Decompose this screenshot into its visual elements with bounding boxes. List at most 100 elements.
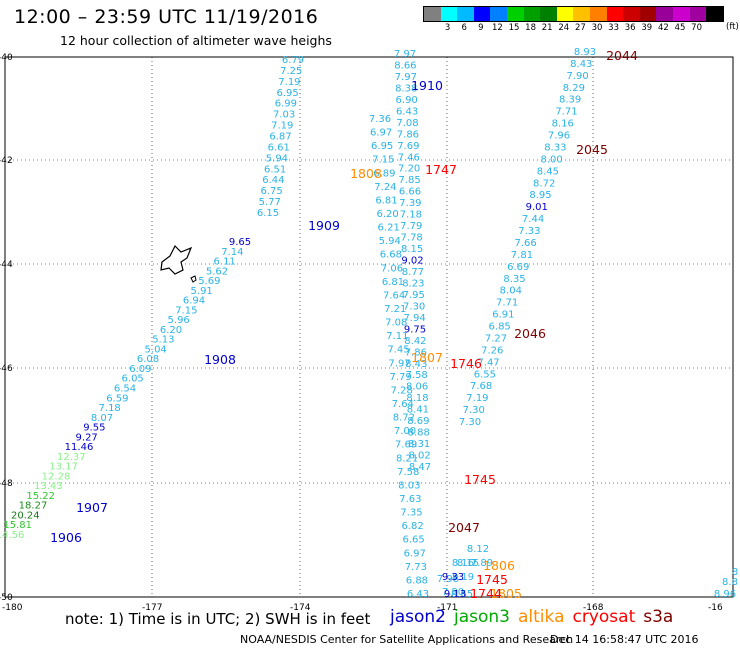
wave-height-value: 8.12 xyxy=(467,544,489,555)
wave-height-value: 6.81 xyxy=(375,195,397,206)
wave-height-value: 7.45 xyxy=(387,345,409,356)
legend-label: 33 xyxy=(608,23,620,33)
legend-label: 18 xyxy=(525,23,537,33)
wave-height-value: 9.01 xyxy=(526,202,548,213)
pass-time-label: 1747 xyxy=(425,162,457,177)
wave-height-value: 7.71 xyxy=(496,298,518,309)
wave-height-value: 8.29 xyxy=(563,83,585,94)
wave-height-value: 5.96 xyxy=(168,315,190,326)
wave-height-value: 7.03 xyxy=(273,110,295,121)
wave-height-value: 9.13 xyxy=(444,589,466,600)
legend-label: 6 xyxy=(461,23,467,33)
legend-label: 27 xyxy=(574,23,586,33)
wave-height-value: 7.24 xyxy=(374,182,396,193)
wave-height-value: 7.97 xyxy=(394,49,416,60)
wave-height-value: 8.45 xyxy=(537,166,559,177)
wave-height-value: 7.79 xyxy=(389,372,411,383)
legend-labels: 3 6 9 12 15 18 21 24 27 30 33 36 39 42 45 70 xyxy=(423,22,724,34)
legend-swatch xyxy=(689,7,707,21)
wave-height-value: 7.08 xyxy=(385,318,407,329)
wave-height-value: 6.90 xyxy=(396,95,418,106)
wave-height-value: 7.28 xyxy=(391,385,413,396)
wave-height-value: 8.38 xyxy=(395,83,417,94)
wave-height-value: 7.95 xyxy=(403,290,425,301)
wave-height-value: 7.81 xyxy=(511,250,533,261)
wave-height-value: 8.19 xyxy=(452,572,474,583)
legend-label: 39 xyxy=(641,23,653,33)
wave-height-value: 6.94 xyxy=(183,296,205,307)
pass-time-label: 2045 xyxy=(576,142,608,157)
lon-label: -171 xyxy=(437,603,457,613)
wave-height-value: 6.65 xyxy=(403,535,425,546)
wave-height-value: 5.69 xyxy=(198,276,220,287)
lon-label: -168 xyxy=(583,603,604,613)
lon-label: -174 xyxy=(290,603,311,613)
legend-swatch xyxy=(490,7,507,21)
legend-label: 45 xyxy=(674,23,686,33)
wave-height-value: 8.47 xyxy=(409,462,431,473)
wave-height-value: 8.07 xyxy=(91,413,113,424)
wave-height-value: 7.08 xyxy=(396,118,418,129)
pass-time-label: 1909 xyxy=(308,218,340,233)
lat-label: -42 xyxy=(0,156,13,166)
legend-label: 15 xyxy=(508,23,520,33)
wave-height-value: 7.78 xyxy=(401,233,423,244)
wave-height-value: 6.99 xyxy=(275,99,297,110)
wave-height-value: 18.27 xyxy=(19,501,48,512)
wave-height-value: 7.30 xyxy=(459,417,481,428)
wave-height-value: 8.42 xyxy=(404,336,426,347)
wave-height-value: 7.30 xyxy=(403,301,425,312)
legend-swatch xyxy=(457,7,474,21)
wave-height-value: 13.43 xyxy=(34,481,63,492)
wave-height-value: 9.33 xyxy=(442,572,464,583)
wave-height-value: 8.41 xyxy=(407,405,429,416)
pass-time-label: 2044 xyxy=(606,48,638,63)
wave-height-value: 15.81 xyxy=(3,520,32,531)
wave-height-value: 6.20 xyxy=(376,209,398,220)
wave-height-value: 8.43 xyxy=(570,59,592,70)
lon-label: -177 xyxy=(142,603,162,613)
pass-time-label: 1746 xyxy=(450,356,482,371)
color-legend: 3 6 9 12 15 18 21 24 27 30 33 36 39 42 45 70 (ft) xyxy=(423,6,739,34)
legend-label: 3 xyxy=(444,23,451,33)
wave-height-value: 7.64 xyxy=(383,290,405,301)
wave-height-value: 8.18 xyxy=(406,393,428,404)
wave-height-value: 7.68 xyxy=(470,381,492,392)
wave-height-value: 6.43 xyxy=(396,106,418,117)
wave-height-value: 7.85 xyxy=(398,175,420,186)
legend-swatch xyxy=(523,7,541,21)
wave-height-value: 6.05 xyxy=(122,374,144,385)
wave-height-value: 7.06 xyxy=(381,263,403,274)
lat-label: -48 xyxy=(0,479,13,489)
wave-height-value: 8.31 xyxy=(408,439,430,450)
wave-height-value: 7.73 xyxy=(405,562,427,573)
wave-height-value: 7.11 xyxy=(386,331,408,342)
wave-height-value: 6.85 xyxy=(489,322,511,333)
wave-height-value: 8 xyxy=(732,567,738,578)
wave-height-value: 7.27 xyxy=(485,333,507,344)
created-timestamp: Dec 14 16:58:47 UTC 2016 xyxy=(550,633,699,646)
wave-height-value: 14.56 xyxy=(0,530,24,541)
wave-height-value: 6.89 xyxy=(373,168,395,179)
lat-label: -46 xyxy=(0,364,13,374)
pass-time-label: 1805 xyxy=(490,586,522,601)
legend-swatch xyxy=(424,7,441,21)
wave-height-value: 6.95 xyxy=(371,141,393,152)
wave-height-value: 6.91 xyxy=(492,310,514,321)
wave-height-value: 7.26 xyxy=(481,345,503,356)
legend-swatch xyxy=(556,7,574,21)
wave-height-value: 9.65 xyxy=(229,237,251,248)
wave-height-value: 8.96 xyxy=(714,589,736,600)
legend-swatch xyxy=(672,7,690,21)
legend-swatch xyxy=(606,7,624,21)
wave-height-value: 7.30 xyxy=(463,405,485,416)
wave-height-value: 12.37 xyxy=(57,452,86,463)
wave-height-value: 5.04 xyxy=(145,344,167,355)
legend-label: 24 xyxy=(558,23,570,33)
wave-height-value: 8.39 xyxy=(559,95,581,106)
island-outline xyxy=(160,244,193,275)
satellite-s3a: s3a xyxy=(643,607,674,627)
wave-height-value: 8.93 xyxy=(574,47,596,58)
wave-height-value: 6.61 xyxy=(268,142,290,153)
wave-height-value: 7.89 xyxy=(471,558,493,569)
